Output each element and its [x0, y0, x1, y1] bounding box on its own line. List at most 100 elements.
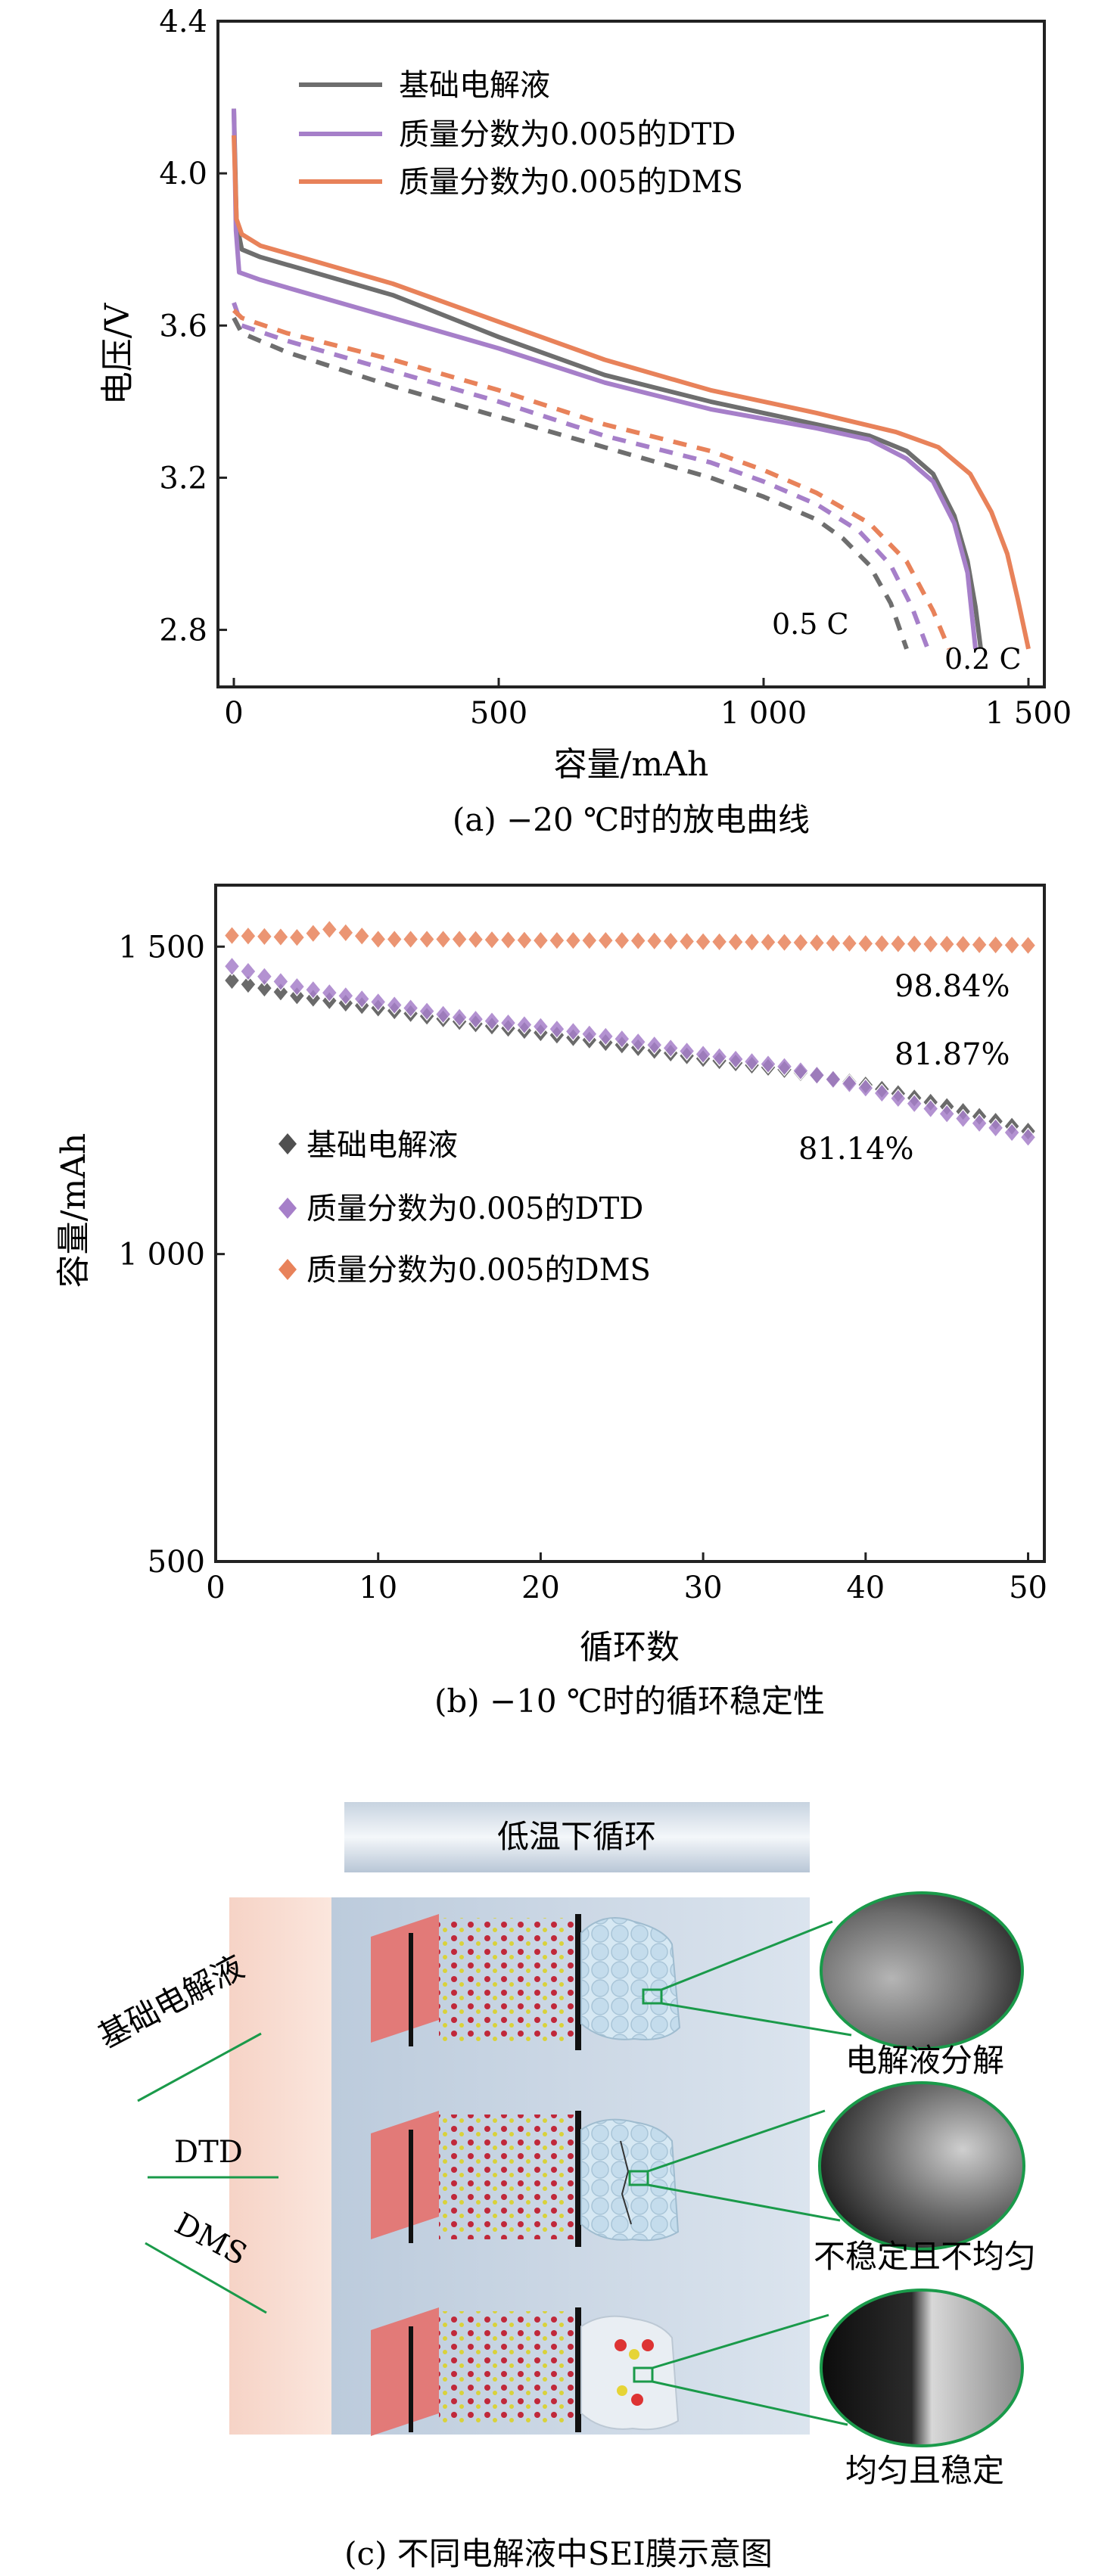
legend-a-label-base: 基础电解液: [399, 68, 550, 103]
chart-b-point-2: [256, 926, 273, 946]
chart-b-xlabel: 循环数: [580, 1628, 680, 1667]
chart-b-series: [223, 919, 1037, 1148]
chart-b-point-1: [727, 1049, 744, 1069]
chart-b-point-2: [646, 931, 663, 951]
chart-b-point-1: [825, 1069, 842, 1089]
chart-b-legend: 基础电解液 质量分数为0.005的DTD 质量分数为0.005的DMS: [278, 1128, 651, 1288]
chart-b-point-2: [499, 930, 517, 950]
chart-b-point-1: [646, 1035, 663, 1055]
chart-b-point-1: [1019, 1127, 1037, 1148]
chart-b-ytick-label: 500: [148, 1545, 205, 1580]
chart-b-point-2: [808, 933, 826, 953]
chart-b-point-2: [695, 931, 711, 952]
chart-b-caption: (b) −10 ℃时的循环稳定性: [434, 1683, 825, 1720]
chart-a-ytick-label: 2.8: [159, 614, 207, 648]
chart-b-xtick-label: 20: [521, 1571, 560, 1605]
chart-b-point-1: [418, 1001, 435, 1021]
chart-b-point-2: [516, 930, 533, 950]
diagram-caption: (c) 不同电解液中SEI膜示意图: [344, 2535, 773, 2572]
chart-b-point-1: [695, 1044, 711, 1064]
chart-b-point-2: [630, 931, 646, 951]
chart-a-line-3: [232, 316, 909, 650]
chart-b-xtick-label: 10: [359, 1571, 397, 1605]
chart-b-point-1: [565, 1021, 582, 1042]
chart-b-point-1: [792, 1061, 809, 1081]
chart-b-point-1: [614, 1029, 630, 1049]
chart-a-xtick-label: 500: [470, 696, 527, 731]
chart-a-xlabel: 容量/mAh: [554, 745, 709, 784]
chart-b-point-1: [743, 1052, 761, 1072]
chart-b-point-0: [240, 974, 257, 995]
legend-b-marker-dtd: [278, 1198, 297, 1219]
chart-b-point-2: [987, 935, 1004, 955]
chart-b-xtick-label: 30: [684, 1571, 723, 1605]
chart-b-point-1: [581, 1024, 598, 1044]
chart-b-point-1: [922, 1098, 939, 1119]
chart-b-point-1: [484, 1011, 500, 1031]
chart-b-point-2: [792, 932, 809, 952]
chart-a-line-5: [232, 309, 951, 650]
chart-b-point-2: [906, 934, 923, 954]
chart-b-point-1: [597, 1026, 615, 1046]
chart-b-point-1: [402, 998, 419, 1018]
chart-b-point-1: [938, 1104, 955, 1124]
chart-b-point-1: [321, 983, 338, 1003]
chart-b-xtick-label: 50: [1009, 1571, 1047, 1605]
chart-b-point-2: [727, 932, 744, 952]
diagram-header-bar: [344, 1802, 810, 1872]
chart-b-point-1: [451, 1007, 468, 1027]
chart-b-point-2: [288, 928, 306, 948]
chart-b-point-2: [597, 931, 615, 951]
electrode-base: [371, 1914, 681, 2050]
chart-b-point-2: [678, 931, 695, 952]
chart-b-point-2: [1003, 935, 1020, 956]
chart-b-point-1: [954, 1108, 972, 1129]
result-label-dms: 均匀且稳定: [845, 2452, 1004, 2489]
chart-b-point-2: [321, 919, 338, 940]
annotation-05c: 0.5 C: [772, 607, 849, 641]
chart-a-axes: 0 500 1 000 1 500 2.8 3.2 3.6 4.0 4.4: [159, 5, 1072, 731]
chart-a: 0 500 1 000 1 500 2.8 3.2 3.6 4.0 4.4 基础电解液 质量分数…: [98, 5, 1072, 838]
chart-b-point-2: [549, 931, 565, 951]
chart-b-point-1: [890, 1088, 907, 1108]
chart-a-xtick-label: 1 500: [985, 696, 1072, 731]
chart-b-point-2: [1019, 935, 1037, 956]
legend-a-label-dms: 质量分数为0.005的DMS: [399, 165, 743, 200]
row-label-dtd: DTD: [174, 2135, 243, 2170]
chart-b-point-2: [857, 934, 874, 954]
chart-b-point-2: [223, 925, 241, 946]
tem-image-dms: [820, 2289, 1024, 2447]
annotation-8114: 81.14%: [798, 1132, 914, 1167]
chart-b-point-2: [353, 926, 370, 946]
chart-b-point-1: [272, 971, 289, 992]
chart-b-point-1: [906, 1093, 923, 1114]
chart-b-point-2: [922, 934, 939, 954]
chart-a-frame: [216, 20, 1046, 688]
chart-b-point-1: [369, 992, 387, 1012]
chart-b-point-2: [305, 923, 322, 943]
chart-b-axes: 0 10 20 30 40 50 500 1 000 1 500: [118, 930, 1047, 1605]
chart-b-point-2: [743, 932, 761, 952]
legend-b-marker-base: [278, 1133, 297, 1154]
chart-b-point-1: [256, 966, 273, 987]
chart-a-line-0: [232, 108, 983, 650]
chart-b-point-2: [711, 931, 728, 952]
chart-a-xtick-label: 0: [224, 696, 243, 731]
chart-a-ylabel: 电压/V: [98, 302, 137, 405]
chart-b-point-2: [532, 931, 549, 951]
chart-a-xtick-label: 1 000: [720, 696, 807, 731]
chart-b-point-1: [305, 980, 322, 1000]
chart-a-line-4: [232, 302, 930, 650]
chart-b-point-1: [240, 962, 257, 981]
chart-b: 0 10 20 30 40 50 500 1 000 1 500 基础电解液 质量分数为0.00…: [54, 884, 1047, 1720]
diagram-pink-strip: [229, 1897, 331, 2435]
chart-b-point-1: [971, 1113, 988, 1133]
chart-b-point-1: [434, 1004, 452, 1024]
chart-b-point-1: [760, 1054, 776, 1074]
chart-b-point-2: [402, 929, 419, 949]
electrode-dtd: [371, 2111, 680, 2247]
chart-b-point-1: [288, 977, 306, 997]
chart-b-point-2: [841, 933, 858, 953]
chart-b-point-1: [776, 1056, 793, 1077]
